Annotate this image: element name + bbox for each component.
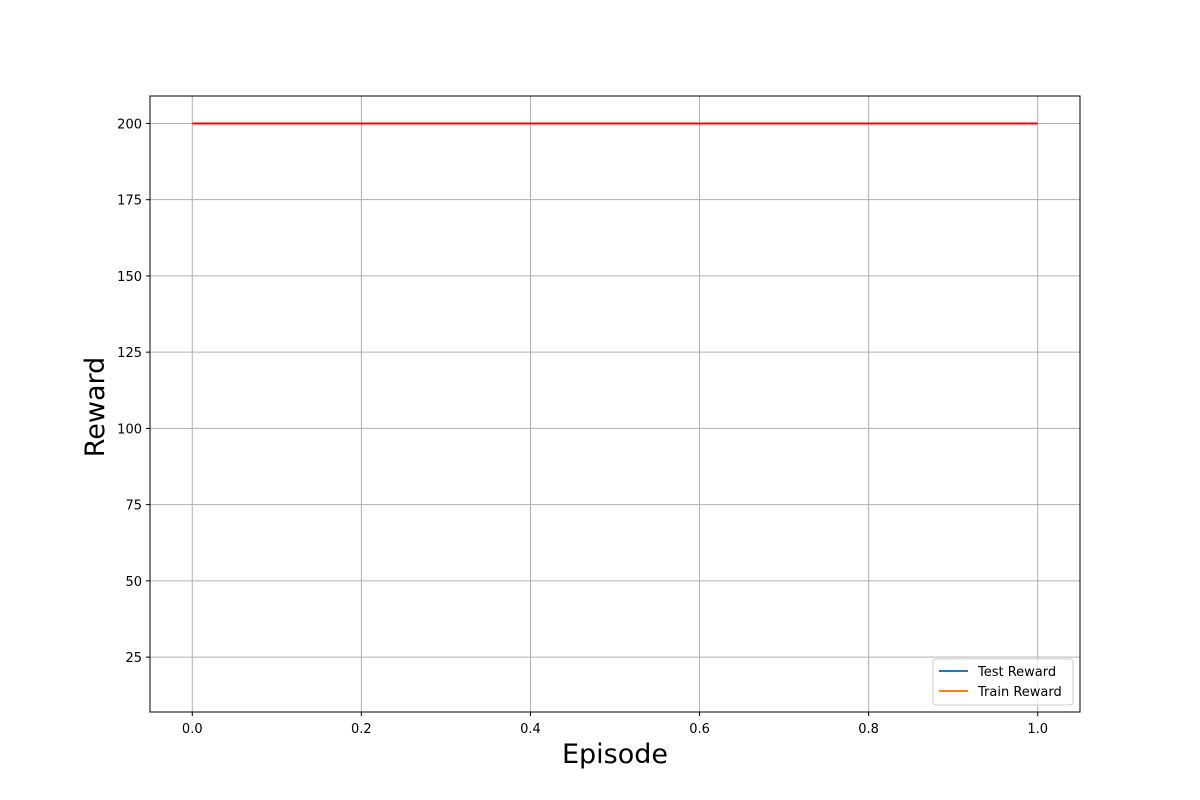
y-tick-label: 75 — [125, 499, 142, 514]
x-tick-label: 1.0 — [1027, 722, 1048, 737]
legend-label-test-reward: Test Reward — [977, 665, 1056, 680]
y-tick-label: 200 — [117, 117, 142, 132]
legend: Test Reward Train Reward — [932, 658, 1074, 706]
x-tick-label: 0.6 — [689, 722, 710, 737]
y-tick-label: 150 — [117, 270, 142, 285]
y-axis-ticks: 25 50 75 100 125 150 175 200 — [117, 117, 150, 666]
y-tick-label: 125 — [117, 346, 142, 361]
x-tick-label: 0.2 — [351, 722, 372, 737]
x-axis-ticks: 0.0 0.2 0.4 0.6 0.8 1.0 — [182, 712, 1048, 737]
y-axis-label: Reward — [80, 357, 111, 458]
axes-background — [150, 96, 1080, 712]
y-tick-label: 25 — [125, 651, 142, 666]
x-tick-label: 0.8 — [858, 722, 879, 737]
plot-area — [149, 95, 1081, 713]
x-axis-label: Episode — [562, 739, 668, 770]
x-tick-label: 0.4 — [520, 722, 541, 737]
axes-frame — [149, 95, 1081, 713]
legend-label-train-reward: Train Reward — [977, 685, 1062, 700]
x-tick-label: 0.0 — [182, 722, 203, 737]
y-tick-label: 100 — [117, 422, 142, 437]
y-tick-label: 175 — [117, 194, 142, 209]
y-tick-label: 50 — [125, 575, 142, 590]
